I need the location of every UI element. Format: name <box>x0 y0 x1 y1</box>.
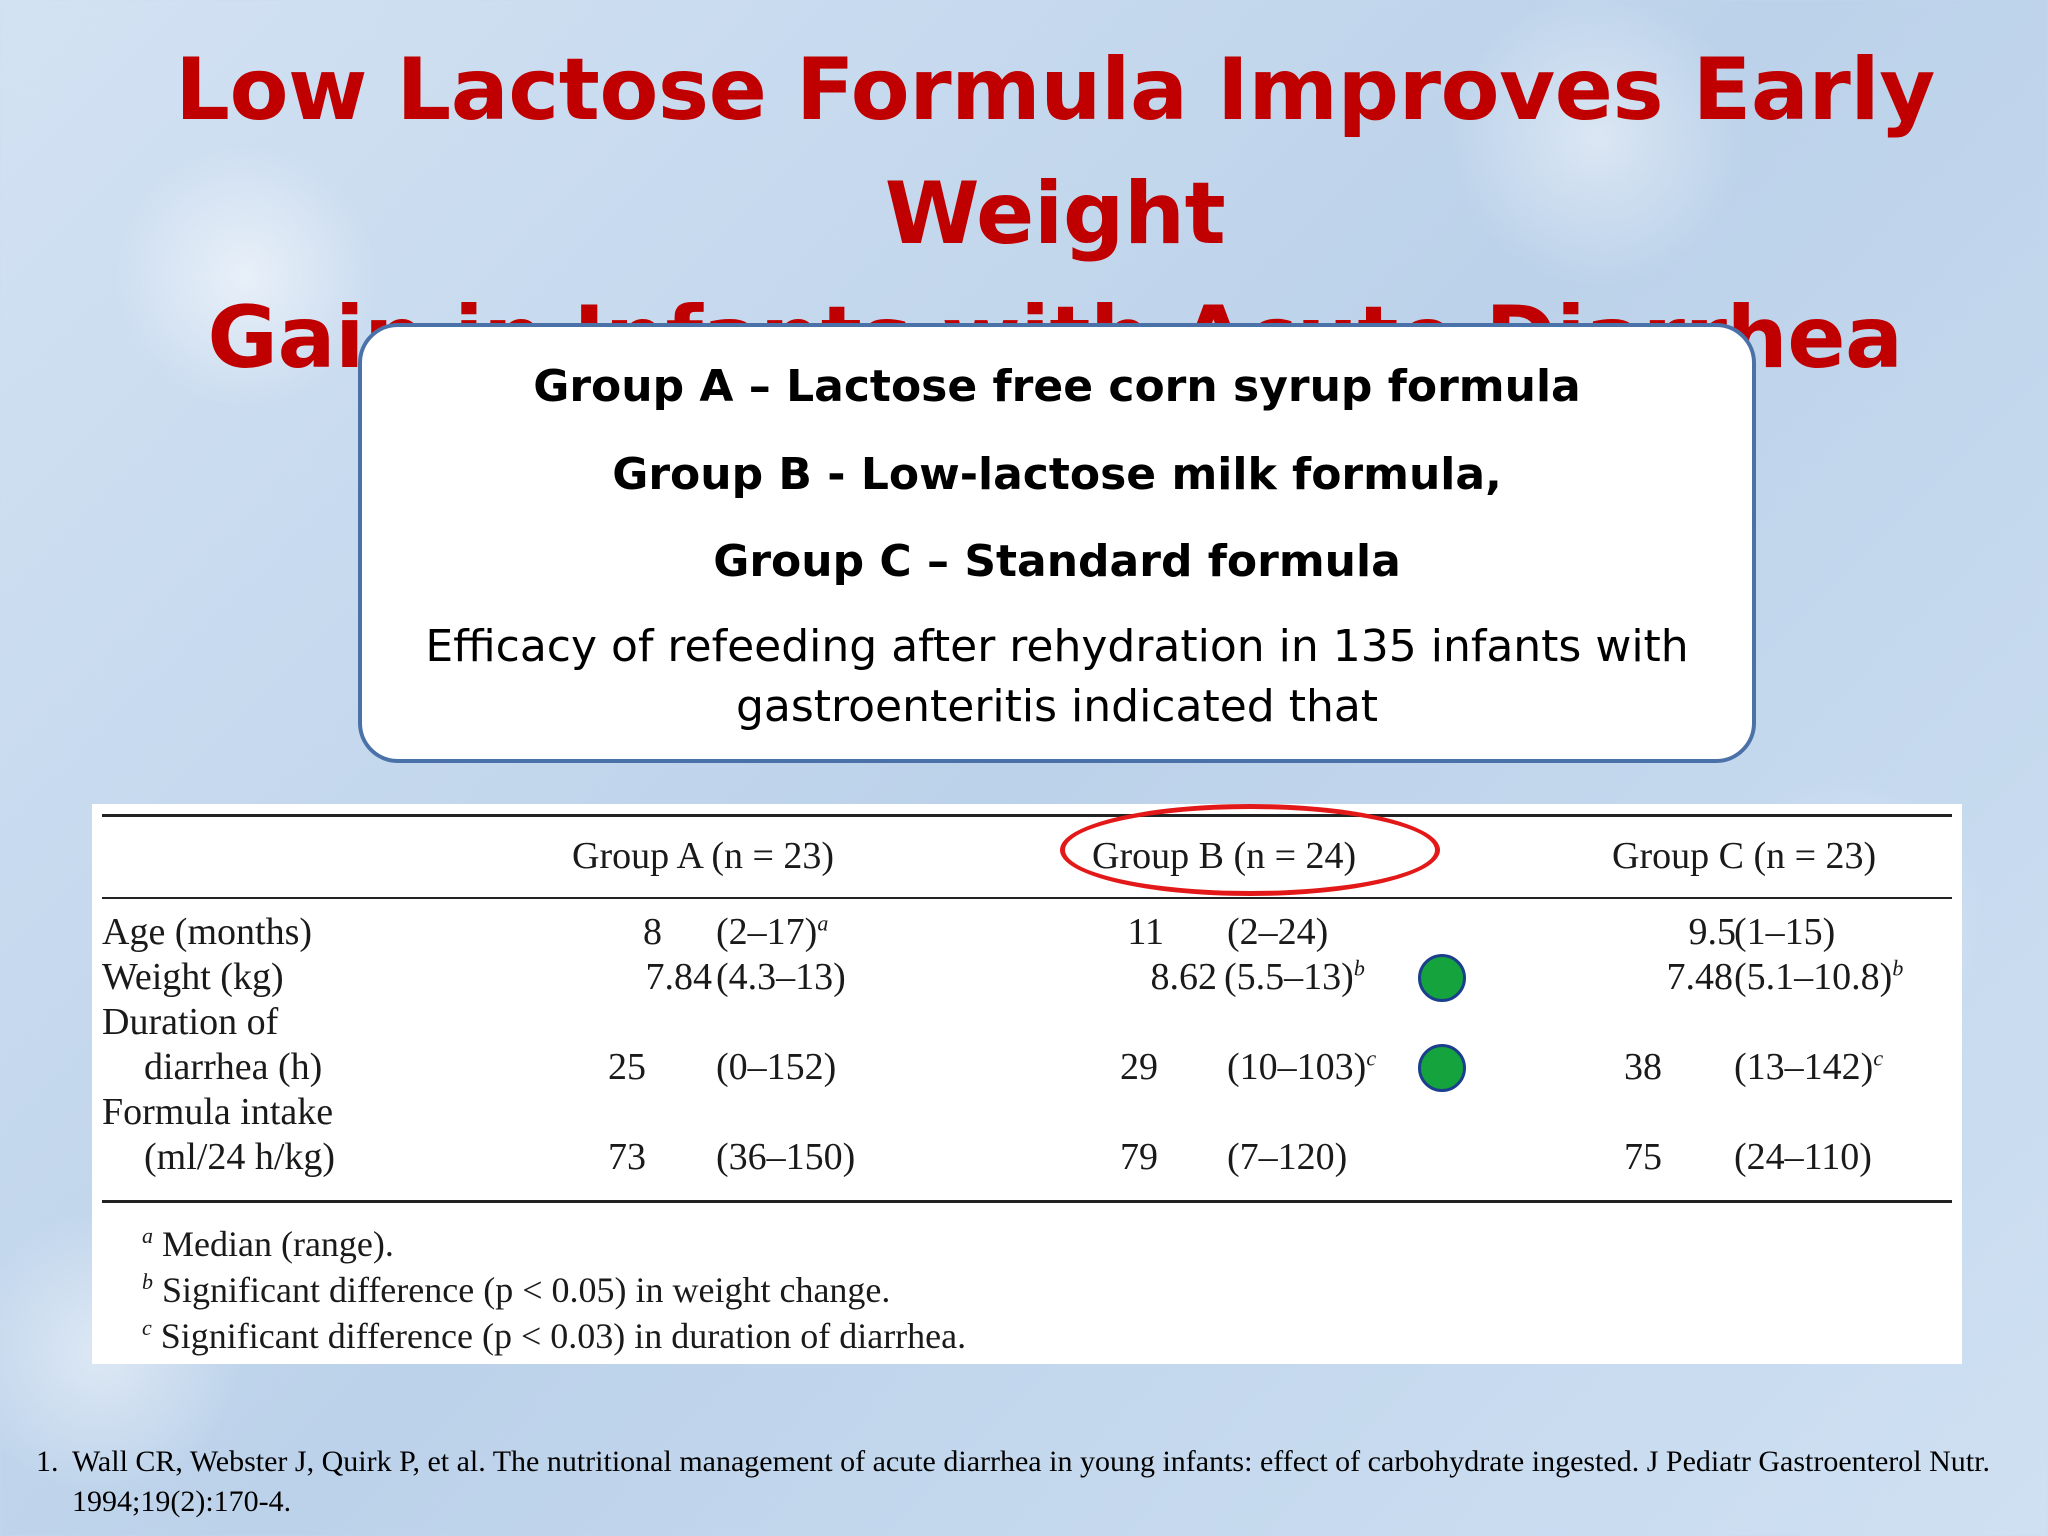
header-group-a: Group A (n = 23) <box>572 835 835 877</box>
weight-b-range: (5.5–13)b <box>1224 955 1365 998</box>
age-a-range: (2–17)a <box>716 910 829 953</box>
citation-number: 1. <box>36 1445 59 1478</box>
group-b-highlight-ellipse <box>1060 804 1440 896</box>
footnote-c: c Significant difference (p < 0.03) in d… <box>142 1315 967 1356</box>
footnote-a: a Median (range). <box>142 1223 394 1264</box>
table-header-rule <box>102 897 1952 899</box>
slide-title-line-1: Low Lactose Formula Improves Early Weigh… <box>175 40 1935 264</box>
age-c-value: 9.5 <box>1688 911 1737 953</box>
intake-c-range: (24–110) <box>1734 1136 1872 1178</box>
intake-b-range: (7–120) <box>1227 1136 1348 1178</box>
group-a-description: Group A – Lactose free corn syrup formul… <box>533 361 1581 412</box>
group-b-description: Group B - Low-lactose milk formula, <box>612 449 1502 500</box>
age-a-value: 8 <box>643 911 662 953</box>
row-label-intake-line2: (ml/24 h/kg) <box>144 1136 336 1178</box>
weight-significance-dot <box>1418 954 1466 1002</box>
weight-a-range: (4.3–13) <box>716 956 846 998</box>
weight-a-value: 7.84 <box>645 956 713 998</box>
duration-c-range: (13–142)c <box>1734 1045 1884 1088</box>
reference-citation: 1. Wall CR, Webster J, Quirk P, et al. T… <box>36 1442 1996 1522</box>
weight-b-value: 8.62 <box>1150 956 1218 998</box>
duration-a-range: (0–152) <box>716 1046 837 1088</box>
header-group-c: Group C (n = 23) <box>1612 835 1877 877</box>
table-bottom-rule <box>102 1200 1952 1203</box>
duration-b-value: 29 <box>1120 1046 1158 1088</box>
results-table: Group A (n = 23) Group B (n = 24) Group … <box>92 804 1962 1364</box>
groups-info-box: Group A – Lactose free corn syrup formul… <box>358 323 1756 763</box>
age-b-range: (2–24) <box>1227 911 1329 953</box>
duration-significance-dot <box>1418 1044 1466 1092</box>
group-c-description: Group C – Standard formula <box>713 536 1401 587</box>
study-description: Efficacy of refeeding after rehydration … <box>425 621 1689 732</box>
duration-a-value: 25 <box>608 1046 646 1088</box>
footnote-b: b Significant difference (p < 0.05) in w… <box>142 1269 891 1310</box>
intake-a-value: 73 <box>608 1136 646 1178</box>
intake-c-value: 75 <box>1624 1136 1662 1178</box>
age-c-range: (1–15) <box>1734 911 1836 953</box>
citation-text: Wall CR, Webster J, Quirk P, et al. The … <box>72 1445 1990 1518</box>
row-label-weight: Weight (kg) <box>102 956 284 998</box>
duration-b-range: (10–103)c <box>1227 1045 1377 1088</box>
intake-a-range: (36–150) <box>716 1136 856 1178</box>
duration-c-value: 38 <box>1624 1046 1662 1088</box>
row-label-age: Age (months) <box>102 911 313 953</box>
age-b-value: 11 <box>1127 911 1164 953</box>
intake-b-value: 79 <box>1120 1136 1158 1178</box>
row-label-duration-line2: diarrhea (h) <box>144 1046 323 1088</box>
table-top-rule <box>102 814 1952 817</box>
weight-c-range: (5.1–10.8)b <box>1734 955 1904 998</box>
weight-c-value: 7.48 <box>1666 956 1734 998</box>
row-label-duration-line1: Duration of <box>102 1001 279 1043</box>
row-label-intake-line1: Formula intake <box>102 1091 334 1133</box>
